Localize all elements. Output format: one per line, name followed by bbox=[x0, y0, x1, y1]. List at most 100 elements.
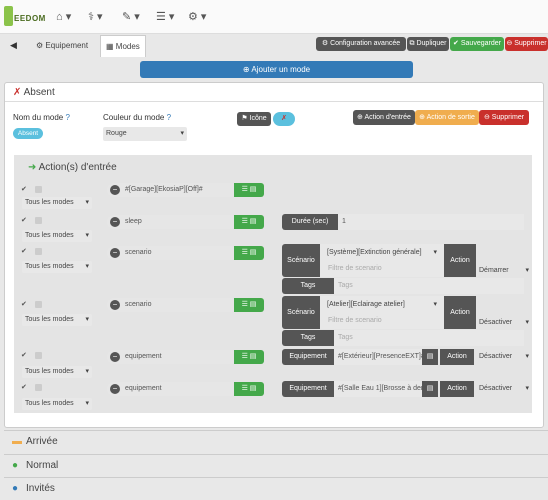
enable-check-icon[interactable]: ✔ bbox=[21, 301, 27, 308]
mode-filter-select[interactable]: Tous les modes bbox=[22, 197, 92, 209]
parallel-checkbox[interactable] bbox=[35, 186, 42, 193]
command-picker-button[interactable]: ☰ ▤ bbox=[234, 382, 264, 396]
mode-panel-title[interactable]: ✗ Absent bbox=[13, 87, 55, 98]
wrench-icon[interactable]: ✎ ▾ bbox=[122, 11, 140, 23]
mode-filter-select[interactable]: Tous les modes bbox=[22, 314, 92, 326]
command-input[interactable]: − equipement bbox=[107, 382, 237, 396]
command-input[interactable]: − scenario bbox=[107, 246, 237, 260]
command-value: scenario bbox=[125, 301, 152, 308]
command-value: scenario bbox=[125, 249, 152, 256]
jeedom-logo[interactable]: EEDOM bbox=[4, 6, 46, 28]
enable-check-icon[interactable]: ✔ bbox=[21, 352, 27, 359]
tab-modes[interactable]: ▦ Modes bbox=[100, 35, 146, 57]
tags-input[interactable]: Tags bbox=[334, 330, 524, 346]
remove-icon[interactable]: − bbox=[110, 384, 120, 394]
remove-icon[interactable]: − bbox=[110, 185, 120, 195]
duration-input[interactable]: 1 bbox=[338, 214, 524, 230]
duration-label: Durée (sec) bbox=[282, 214, 338, 230]
remove-icon[interactable]: − bbox=[110, 352, 120, 362]
scenario-select[interactable]: [Atelier][Eclairage atelier] bbox=[324, 299, 440, 311]
tags-input[interactable]: Tags bbox=[334, 278, 524, 294]
equipment-input[interactable]: #[Salle Eau 1][Brosse à dent]# bbox=[334, 381, 422, 397]
entry-actions-header: ➜ Action(s) d'entrée bbox=[28, 162, 117, 173]
command-value: #[Garage][EkosiaP][Off]# bbox=[125, 186, 203, 193]
equipment-picker-icon[interactable]: ▤ bbox=[422, 381, 438, 397]
remove-icon[interactable]: − bbox=[110, 300, 120, 310]
parallel-checkbox[interactable] bbox=[35, 301, 42, 308]
duplicate-label: Dupliquer bbox=[416, 40, 447, 47]
command-input[interactable]: − equipement bbox=[107, 350, 237, 364]
accordion-title: Arrivée bbox=[26, 436, 58, 447]
enable-check-icon[interactable]: ✔ bbox=[21, 384, 27, 391]
parallel-checkbox[interactable] bbox=[35, 248, 42, 255]
mode-filter-select[interactable]: Tous les modes bbox=[22, 366, 92, 378]
stethoscope-icon[interactable]: ⚕ ▾ bbox=[88, 11, 103, 23]
mode-name-badge[interactable]: Absent bbox=[13, 128, 43, 139]
command-input[interactable]: − sleep bbox=[107, 215, 237, 229]
delete-mode-button[interactable]: ⊖ Supprimer bbox=[479, 110, 529, 125]
command-input[interactable]: − #[Garage][EkosiaP][Off]# bbox=[107, 183, 237, 197]
command-input[interactable]: − scenario bbox=[107, 298, 237, 312]
tab-equipement[interactable]: ⚙ Equipement bbox=[36, 41, 89, 50]
action-select[interactable]: Démarrer bbox=[476, 265, 532, 277]
equipment-input[interactable]: #[Extérieur][PresenceEXT]# bbox=[334, 349, 422, 365]
save-button[interactable]: ✔ Sauvegarder bbox=[450, 37, 504, 51]
mode-filter-select[interactable]: Tous les modes bbox=[22, 261, 92, 273]
scenario-label: Scénario bbox=[282, 296, 320, 329]
action-label: Action bbox=[440, 381, 474, 397]
parallel-checkbox[interactable] bbox=[35, 352, 42, 359]
command-picker-button[interactable]: ☰ ▤ bbox=[234, 215, 264, 229]
parallel-checkbox[interactable] bbox=[35, 384, 42, 391]
remove-icon[interactable]: − bbox=[110, 248, 120, 258]
entry-actions-title: Action(s) d'entrée bbox=[38, 162, 117, 173]
mode-color-select[interactable]: Rouge bbox=[103, 127, 187, 141]
action-select[interactable]: Désactiver bbox=[476, 317, 532, 329]
scenario-filter-input[interactable]: Filtre de scenario bbox=[328, 317, 382, 324]
equipment-picker-icon[interactable]: ▤ bbox=[422, 349, 438, 365]
parallel-checkbox[interactable] bbox=[35, 217, 42, 224]
mode-filter-select[interactable]: Tous les modes bbox=[22, 230, 92, 242]
running-person-icon: ✗ bbox=[13, 87, 22, 98]
mode-title: Absent bbox=[23, 87, 55, 98]
divider bbox=[5, 101, 543, 102]
logo-text: EEDOM bbox=[14, 14, 46, 23]
command-picker-button[interactable]: ☰ ▤ bbox=[234, 183, 264, 197]
icon-button[interactable]: ⚑ Icône bbox=[237, 112, 271, 126]
delete-button[interactable]: ⊖ Supprimer bbox=[505, 37, 548, 51]
save-label: Sauvegarder bbox=[460, 40, 501, 47]
advanced-config-button[interactable]: ⚙ Configuration avancée bbox=[316, 37, 406, 51]
mode-color-label: Couleur du mode ? bbox=[103, 113, 171, 122]
enable-check-icon[interactable]: ✔ bbox=[21, 248, 27, 255]
enable-check-icon[interactable]: ✔ bbox=[21, 186, 27, 193]
command-picker-button[interactable]: ☰ ▤ bbox=[234, 350, 264, 364]
action-select[interactable]: Désactiver bbox=[476, 383, 532, 395]
add-mode-label: Ajouter un mode bbox=[251, 65, 311, 74]
home-icon[interactable]: ⌂ ▾ bbox=[56, 11, 72, 23]
command-value: equipement bbox=[125, 353, 162, 360]
remove-icon[interactable]: − bbox=[110, 217, 120, 227]
command-value: sleep bbox=[125, 218, 142, 225]
logo-mark bbox=[4, 6, 13, 26]
command-picker-button[interactable]: ☰ ▤ bbox=[234, 246, 264, 260]
add-mode-button[interactable]: ⊕ Ajouter un mode bbox=[140, 61, 413, 78]
action-label: Action bbox=[444, 296, 476, 329]
list-icon[interactable]: ☰ ▾ bbox=[156, 11, 175, 23]
users-icon: ● bbox=[12, 483, 19, 494]
scenario-filter-input[interactable]: Filtre de scenario bbox=[328, 265, 382, 272]
mode-filter-select[interactable]: Tous les modes bbox=[22, 398, 92, 410]
mode-accordion-arrivee[interactable]: ▬ Arrivée bbox=[4, 430, 548, 450]
accordion-title: Normal bbox=[26, 460, 59, 471]
duplicate-button[interactable]: ⧉ Dupliquer bbox=[407, 37, 449, 51]
action-entry-button[interactable]: ⊕ Action d'entrée bbox=[353, 110, 415, 125]
command-picker-button[interactable]: ☰ ▤ bbox=[234, 298, 264, 312]
enable-check-icon[interactable]: ✔ bbox=[21, 217, 27, 224]
action-label: Action bbox=[444, 244, 476, 277]
gear-icon[interactable]: ⚙ ▾ bbox=[188, 11, 207, 23]
mode-accordion-invites[interactable]: ● Invités bbox=[4, 477, 548, 497]
back-arrow-icon[interactable]: ◀ bbox=[10, 40, 17, 50]
action-select[interactable]: Désactiver bbox=[476, 351, 532, 363]
scenario-select[interactable]: [Système][Extinction générale] bbox=[324, 247, 440, 259]
action-exit-button[interactable]: ⊕ Action de sortie bbox=[415, 110, 479, 125]
mode-accordion-normal[interactable]: ● Normal bbox=[4, 454, 548, 474]
mode-name-text: Nom du mode bbox=[13, 113, 64, 122]
